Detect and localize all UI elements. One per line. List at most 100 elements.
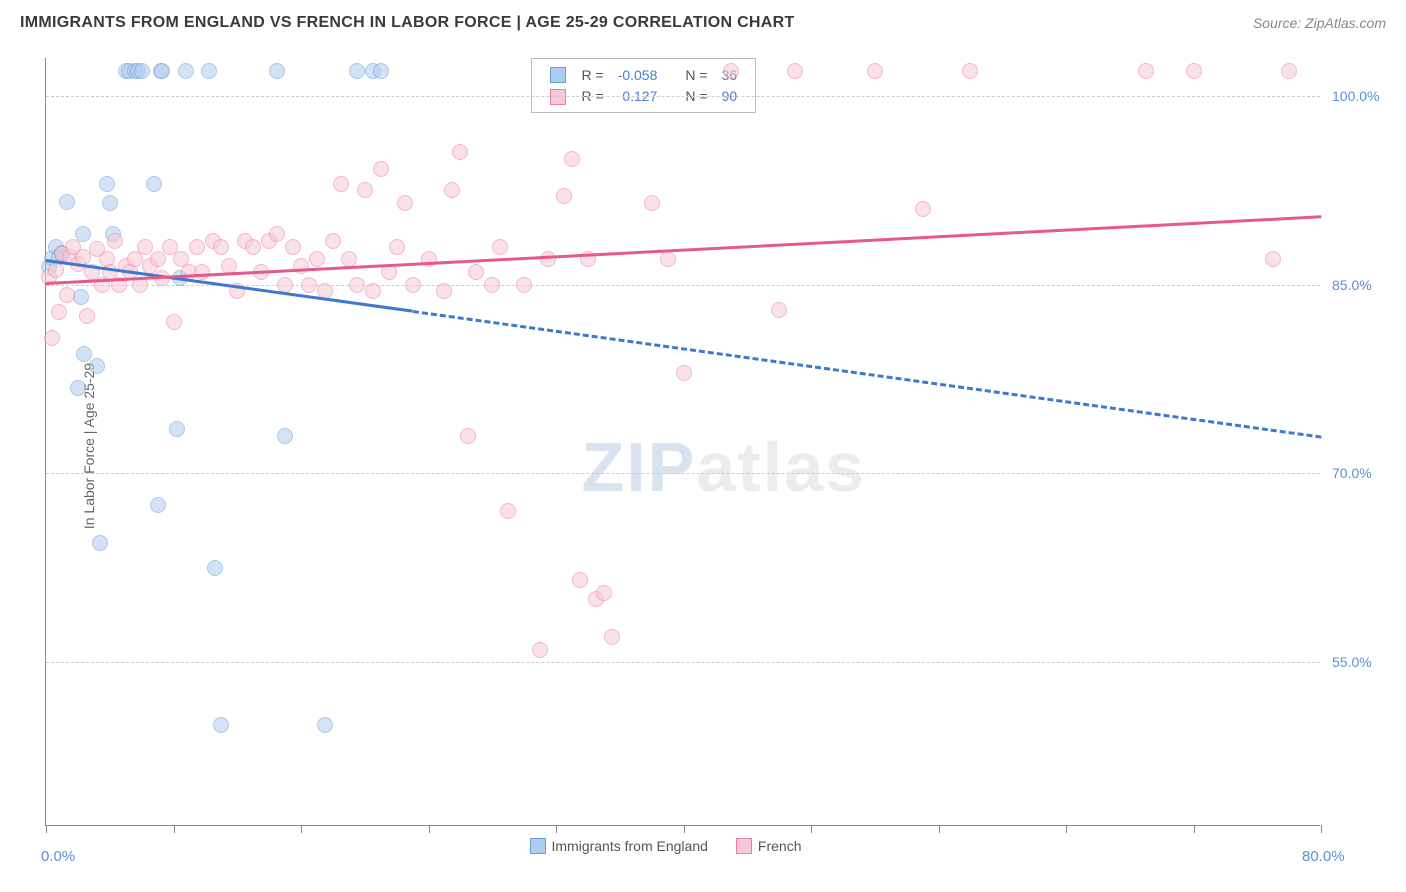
scatter-point-england [70,380,86,396]
scatter-point-french [245,239,261,255]
y-tick-label: 85.0% [1332,277,1372,293]
scatter-point-french [357,182,373,198]
legend-item-england: Immigrants from England [530,838,708,854]
scatter-plot-area: ZIPatlas R =-0.058N =36R =0.127N =90 [45,58,1320,826]
scatter-point-england [201,63,217,79]
scatter-point-french [1138,63,1154,79]
scatter-point-french [333,176,349,192]
scatter-point-england [150,497,166,513]
y-tick-label: 100.0% [1332,88,1379,104]
source-citation: Source: ZipAtlas.com [1253,15,1386,31]
trendline [412,310,1321,439]
x-tick [556,825,557,833]
scatter-point-french [349,277,365,293]
scatter-point-french [460,428,476,444]
watermark-tail: atlas [696,428,866,506]
x-tick [1321,825,1322,833]
scatter-point-french [1186,63,1202,79]
scatter-point-french [137,239,153,255]
legend-r-label: R = [576,65,610,84]
scatter-point-england [73,289,89,305]
scatter-point-french [540,251,556,267]
chart-title: IMMIGRANTS FROM ENGLAND VS FRENCH IN LAB… [20,14,795,32]
legend-statistics-box: R =-0.058N =36R =0.127N =90 [531,58,757,113]
scatter-point-french [166,314,182,330]
scatter-point-england [349,63,365,79]
scatter-point-england [102,195,118,211]
scatter-point-french [867,63,883,79]
scatter-point-french [1281,63,1297,79]
x-tick [811,825,812,833]
scatter-point-french [604,629,620,645]
watermark-main: ZIP [582,428,697,506]
scatter-point-french [1265,251,1281,267]
scatter-point-french [397,195,413,211]
scatter-point-england [92,535,108,551]
scatter-point-french [59,287,75,303]
scatter-point-french [787,63,803,79]
scatter-point-french [189,239,205,255]
scatter-point-french [676,365,692,381]
scatter-point-french [389,239,405,255]
scatter-point-england [134,63,150,79]
scatter-point-england [76,346,92,362]
scatter-point-french [915,201,931,217]
scatter-point-french [277,277,293,293]
scatter-point-england [59,194,75,210]
gridline-h [46,473,1320,474]
x-tick [939,825,940,833]
scatter-point-french [269,226,285,242]
watermark: ZIPatlas [582,427,866,507]
scatter-point-french [452,144,468,160]
scatter-point-french [213,239,229,255]
scatter-point-england [269,63,285,79]
scatter-point-england [178,63,194,79]
scatter-point-french [444,182,460,198]
y-tick-label: 70.0% [1332,465,1372,481]
scatter-point-french [723,63,739,79]
scatter-point-french [325,233,341,249]
legend-swatch-england [530,838,546,854]
legend-item-french: French [736,838,802,854]
scatter-point-england [213,717,229,733]
scatter-point-french [107,233,123,249]
scatter-point-england [154,63,170,79]
scatter-point-french [194,264,210,280]
legend-swatch-england [550,67,566,83]
x-axis-max-label: 80.0% [1302,848,1345,865]
scatter-point-french [468,264,484,280]
scatter-point-england [146,176,162,192]
scatter-point-england [169,421,185,437]
scatter-point-french [532,642,548,658]
legend-swatch-french [736,838,752,854]
scatter-point-french [51,304,67,320]
scatter-point-french [771,302,787,318]
scatter-point-french [365,283,381,299]
scatter-point-french [644,195,660,211]
x-axis-min-label: 0.0% [41,848,75,865]
scatter-point-french [596,585,612,601]
scatter-point-french [44,330,60,346]
scatter-point-french [150,251,166,267]
scatter-point-england [99,176,115,192]
legend-label-french: French [758,838,802,854]
scatter-point-french [572,572,588,588]
x-tick [46,825,47,833]
scatter-point-french [309,251,325,267]
scatter-point-french [660,251,676,267]
scatter-point-french [962,63,978,79]
x-tick [301,825,302,833]
scatter-point-french [564,151,580,167]
scatter-point-french [516,277,532,293]
x-tick [174,825,175,833]
x-tick [1066,825,1067,833]
scatter-point-french [492,239,508,255]
scatter-point-england [89,358,105,374]
scatter-point-england [373,63,389,79]
legend-r-value-england: -0.058 [612,65,664,84]
legend-label-england: Immigrants from England [552,838,708,854]
scatter-point-french [79,308,95,324]
x-tick [684,825,685,833]
scatter-point-french [301,277,317,293]
scatter-point-french [500,503,516,519]
